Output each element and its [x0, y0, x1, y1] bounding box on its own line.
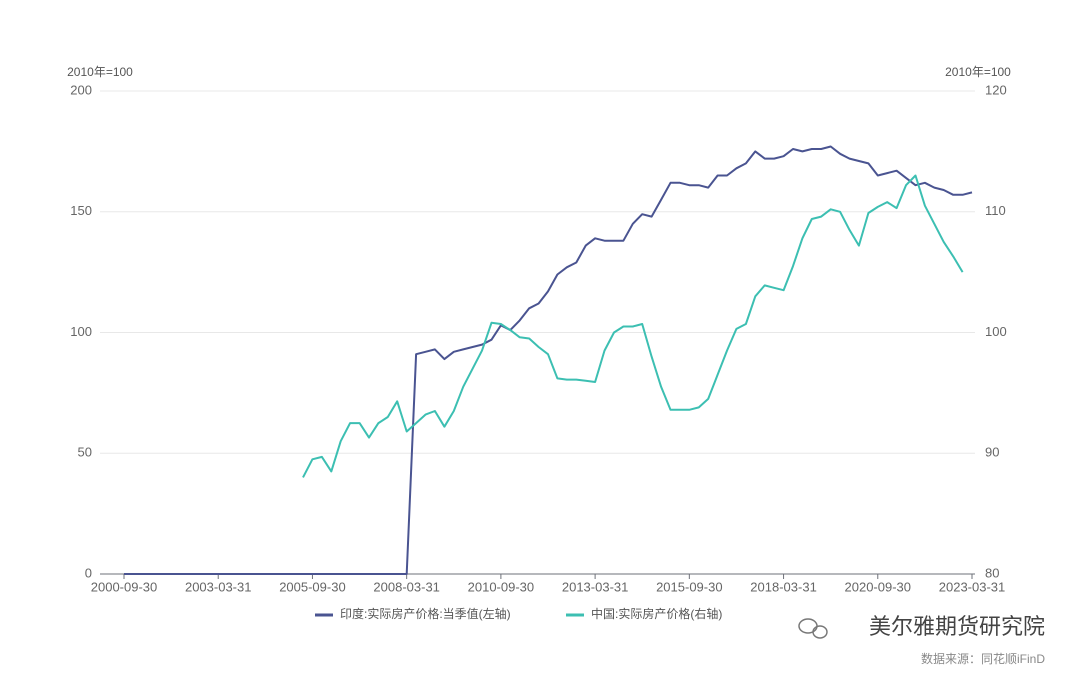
series-line [124, 145, 973, 575]
x-tick-label: 2003-03-31 [185, 579, 252, 594]
y-tick-label: 100 [70, 324, 92, 339]
series-line [302, 174, 964, 478]
y-tick-label: 0 [85, 565, 92, 580]
y-tick-label: 50 [78, 445, 92, 460]
y-unit-label: 2010年=100 [67, 65, 133, 79]
legend-label: 印度:实际房产价格:当季值(左轴) [340, 606, 511, 621]
y2-tick-label: 120 [985, 82, 1007, 97]
y2-unit-label: 2010年=100 [945, 65, 1011, 79]
watermark-icon [798, 618, 828, 639]
x-tick-label: 2000-09-30 [91, 579, 158, 594]
y2-tick-label: 100 [985, 324, 1007, 339]
x-tick-label: 2008-03-31 [373, 579, 440, 594]
x-tick-label: 2015-09-30 [656, 579, 723, 594]
legend-label: 中国:实际房产价格(右轴) [591, 606, 722, 621]
y2-tick-label: 80 [985, 565, 999, 580]
source: 数据来源：同花顺iFinD [921, 651, 1045, 666]
x-tick-label: 2020-09-30 [845, 579, 912, 594]
y-tick-label: 150 [70, 203, 92, 218]
y-tick-label: 200 [70, 82, 92, 97]
x-tick-label: 2013-03-31 [562, 579, 629, 594]
y2-tick-label: 110 [985, 203, 1006, 218]
x-tick-label: 2023-03-31 [939, 579, 1006, 594]
x-tick-label: 2005-09-30 [279, 579, 346, 594]
y2-tick-label: 90 [985, 445, 999, 460]
watermark: 美尔雅期货研究院 [869, 614, 1045, 639]
x-tick-label: 2018-03-31 [750, 579, 817, 594]
x-tick-label: 2010-09-30 [468, 579, 535, 594]
